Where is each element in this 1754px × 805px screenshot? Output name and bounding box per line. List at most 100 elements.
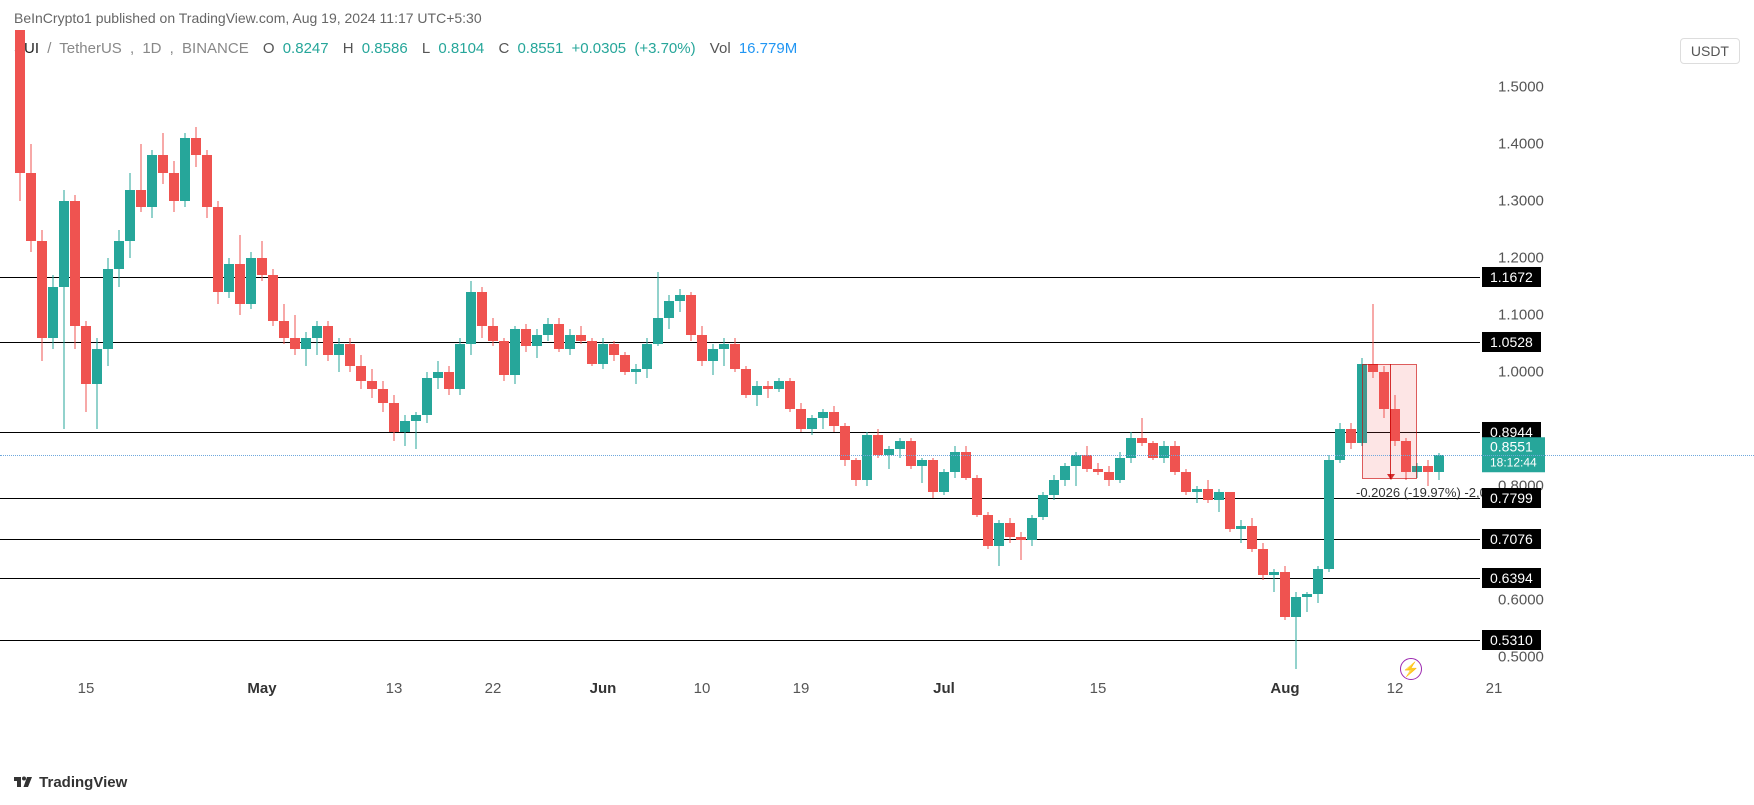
- candle[interactable]: [213, 30, 223, 680]
- candle[interactable]: [928, 30, 938, 680]
- candle[interactable]: [796, 30, 806, 680]
- bolt-icon[interactable]: ⚡: [1400, 658, 1422, 680]
- candle[interactable]: [576, 30, 586, 680]
- candle[interactable]: [92, 30, 102, 680]
- candle[interactable]: [1291, 30, 1301, 680]
- candle[interactable]: [840, 30, 850, 680]
- candle[interactable]: [1302, 30, 1312, 680]
- candle[interactable]: [1423, 30, 1433, 680]
- candle[interactable]: [807, 30, 817, 680]
- candle[interactable]: [268, 30, 278, 680]
- candle[interactable]: [1324, 30, 1334, 680]
- candle[interactable]: [1159, 30, 1169, 680]
- candle[interactable]: [301, 30, 311, 680]
- candle[interactable]: [785, 30, 795, 680]
- candle[interactable]: [1401, 30, 1411, 680]
- candle[interactable]: [642, 30, 652, 680]
- candle[interactable]: [763, 30, 773, 680]
- x-axis[interactable]: 15May1322Jun1019Jul15Aug1221: [0, 680, 1480, 720]
- candle[interactable]: [180, 30, 190, 680]
- candle[interactable]: [1313, 30, 1323, 680]
- candle[interactable]: [466, 30, 476, 680]
- candle[interactable]: [609, 30, 619, 680]
- candle[interactable]: [224, 30, 234, 680]
- candle[interactable]: [1236, 30, 1246, 680]
- candle[interactable]: [961, 30, 971, 680]
- candle[interactable]: [994, 30, 1004, 680]
- candle[interactable]: [1170, 30, 1180, 680]
- candle[interactable]: [334, 30, 344, 680]
- candle[interactable]: [169, 30, 179, 680]
- candle[interactable]: [818, 30, 828, 680]
- candle[interactable]: [290, 30, 300, 680]
- candle[interactable]: [653, 30, 663, 680]
- candle[interactable]: [532, 30, 542, 680]
- candle[interactable]: [719, 30, 729, 680]
- candle[interactable]: [1060, 30, 1070, 680]
- candle[interactable]: [202, 30, 212, 680]
- candle[interactable]: [510, 30, 520, 680]
- candle[interactable]: [851, 30, 861, 680]
- candle[interactable]: [1247, 30, 1257, 680]
- candle[interactable]: [1071, 30, 1081, 680]
- candle[interactable]: [411, 30, 421, 680]
- candle[interactable]: [125, 30, 135, 680]
- candle[interactable]: [70, 30, 80, 680]
- candle[interactable]: [906, 30, 916, 680]
- candle[interactable]: [1434, 30, 1444, 680]
- candle[interactable]: [730, 30, 740, 680]
- candle[interactable]: [1412, 30, 1422, 680]
- candle[interactable]: [1038, 30, 1048, 680]
- candle[interactable]: [939, 30, 949, 680]
- candle[interactable]: [1016, 30, 1026, 680]
- candle[interactable]: [917, 30, 927, 680]
- candle[interactable]: [664, 30, 674, 680]
- candle[interactable]: [631, 30, 641, 680]
- candle[interactable]: [1368, 30, 1378, 680]
- candle[interactable]: [741, 30, 751, 680]
- candle[interactable]: [1269, 30, 1279, 680]
- candle[interactable]: [554, 30, 564, 680]
- candle[interactable]: [389, 30, 399, 680]
- candle[interactable]: [37, 30, 47, 680]
- candle[interactable]: [873, 30, 883, 680]
- candle[interactable]: [1005, 30, 1015, 680]
- candle[interactable]: [1115, 30, 1125, 680]
- candle[interactable]: [257, 30, 267, 680]
- candle[interactable]: [455, 30, 465, 680]
- candle[interactable]: [972, 30, 982, 680]
- candle[interactable]: [675, 30, 685, 680]
- candle[interactable]: [1126, 30, 1136, 680]
- candle[interactable]: [1104, 30, 1114, 680]
- candle[interactable]: [26, 30, 36, 680]
- candle[interactable]: [136, 30, 146, 680]
- candle[interactable]: [158, 30, 168, 680]
- candle[interactable]: [488, 30, 498, 680]
- candle[interactable]: [1335, 30, 1345, 680]
- candle[interactable]: [862, 30, 872, 680]
- candle[interactable]: [422, 30, 432, 680]
- candle[interactable]: [477, 30, 487, 680]
- candle[interactable]: [587, 30, 597, 680]
- candle[interactable]: [1082, 30, 1092, 680]
- candle[interactable]: [708, 30, 718, 680]
- candle[interactable]: [829, 30, 839, 680]
- candle[interactable]: [774, 30, 784, 680]
- candle[interactable]: [59, 30, 69, 680]
- candle[interactable]: [983, 30, 993, 680]
- candle[interactable]: [312, 30, 322, 680]
- candle[interactable]: [1346, 30, 1356, 680]
- candle[interactable]: [1027, 30, 1037, 680]
- candle[interactable]: [1379, 30, 1389, 680]
- candle[interactable]: [367, 30, 377, 680]
- candle[interactable]: [114, 30, 124, 680]
- candle[interactable]: [1093, 30, 1103, 680]
- candle[interactable]: [752, 30, 762, 680]
- candle[interactable]: [1148, 30, 1158, 680]
- candle[interactable]: [1203, 30, 1213, 680]
- candle[interactable]: [235, 30, 245, 680]
- candle[interactable]: [499, 30, 509, 680]
- candle[interactable]: [1137, 30, 1147, 680]
- candle[interactable]: [48, 30, 58, 680]
- candle[interactable]: [521, 30, 531, 680]
